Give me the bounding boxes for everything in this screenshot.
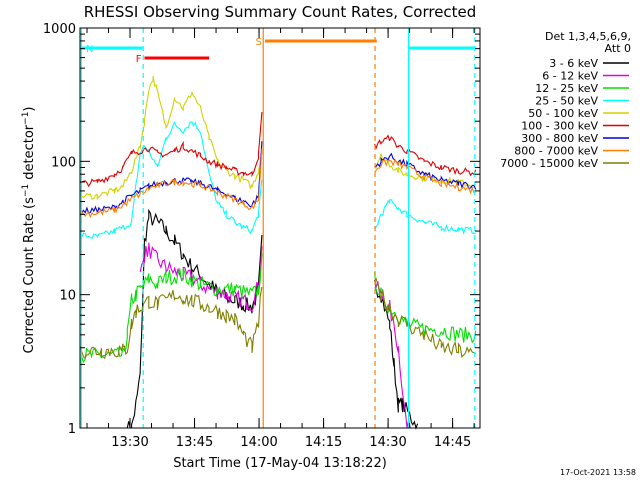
series-line xyxy=(79,141,263,215)
flag-label: S xyxy=(256,37,262,48)
plot-area: N F S xyxy=(79,28,477,430)
y-tick-label: 10 xyxy=(59,289,76,304)
legend-entry-label: 12 - 25 keV xyxy=(535,82,598,95)
series-line xyxy=(374,279,419,430)
x-tick-label: 14:15 xyxy=(305,435,342,450)
x-tick-label: 13:45 xyxy=(176,435,213,450)
x-tick-label: 14:30 xyxy=(369,435,406,450)
legend-entry-label: 300 - 800 keV xyxy=(521,132,598,145)
series-line xyxy=(79,286,263,360)
x-tick-label: 14:00 xyxy=(240,435,277,450)
x-axis-label: Start Time (17-May-04 13:18:22) xyxy=(173,456,387,471)
series-line xyxy=(79,148,263,219)
y-tick-label: 1 xyxy=(68,422,76,437)
legend-entry-label: 800 - 7000 keV xyxy=(514,145,598,158)
chart-title: RHESSI Observing Summary Count Rates, Co… xyxy=(84,3,477,21)
plot-frame xyxy=(79,27,481,429)
series-line xyxy=(374,277,476,358)
series-line xyxy=(374,281,416,429)
legend-header: Det 1,3,4,5,6,9, xyxy=(545,30,631,43)
axes: 1 10 100 1000 13:30 13:45 14:00 14:15 14:30 14:45 xyxy=(43,22,481,450)
flag-label: F xyxy=(136,54,142,65)
legend-header: Att 0 xyxy=(605,42,631,55)
legend-entry-label: 6 - 12 keV xyxy=(542,70,598,83)
series-line xyxy=(79,75,263,201)
y-axis-label: Corrected Count Rate (s−1 detector−1) xyxy=(21,106,37,353)
series-line xyxy=(374,134,477,177)
series-line xyxy=(79,112,263,188)
series-line xyxy=(374,159,476,195)
legend-entry-label: 7000 - 15000 keV xyxy=(500,157,598,170)
y-tick-label: 100 xyxy=(51,155,76,170)
legend-entry-label: 3 - 6 keV xyxy=(549,57,598,70)
legend-entry-label: 25 - 50 keV xyxy=(535,95,598,108)
legend-entry-label: 100 - 300 keV xyxy=(521,120,598,133)
y-tick-label: 1000 xyxy=(43,22,76,37)
series-line xyxy=(79,253,263,364)
series-line xyxy=(126,208,263,429)
series-line xyxy=(374,199,476,235)
series-line xyxy=(374,152,477,190)
x-tick-label: 13:30 xyxy=(111,435,148,450)
x-tick-label: 14:45 xyxy=(434,435,471,450)
legend-entry-label: 50 - 100 keV xyxy=(528,107,598,120)
flag-label: N xyxy=(86,44,93,55)
date-stamp: 17-Oct-2021 13:58 xyxy=(560,468,636,477)
series-line xyxy=(79,121,263,239)
